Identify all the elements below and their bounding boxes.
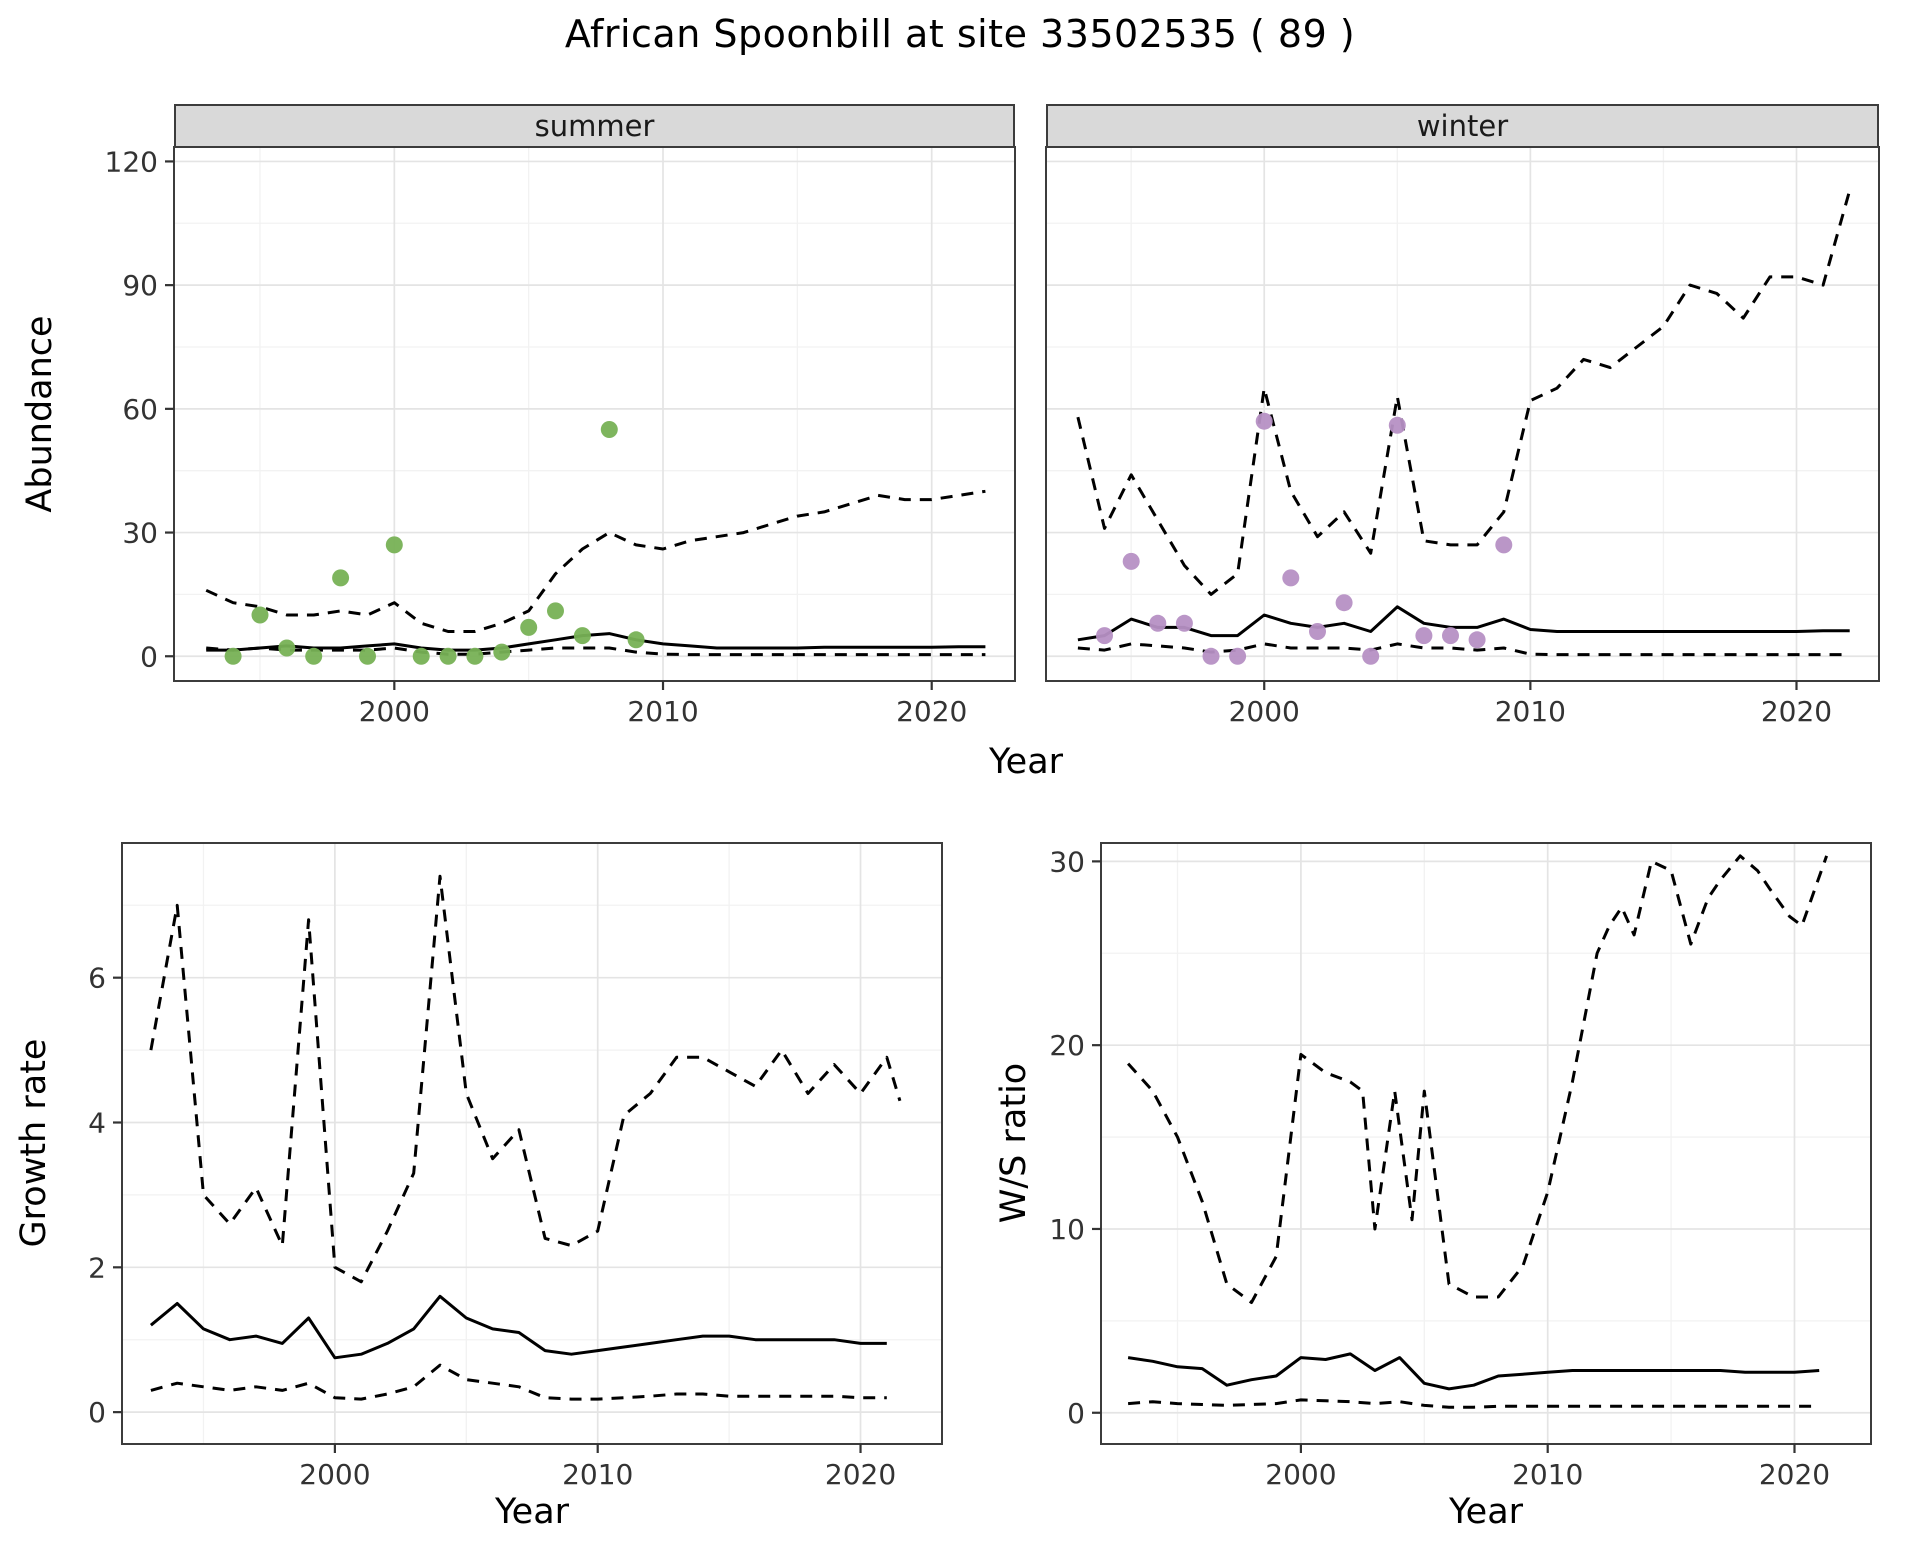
- svg-text:2000: 2000: [299, 1458, 370, 1491]
- svg-text:120: 120: [105, 145, 158, 178]
- svg-text:2010: 2010: [1495, 695, 1566, 728]
- svg-text:2: 2: [88, 1251, 106, 1284]
- svg-text:6: 6: [88, 962, 106, 995]
- svg-text:0: 0: [1067, 1397, 1085, 1430]
- facet-strip-winter: winter: [1046, 104, 1879, 148]
- svg-text:0: 0: [140, 640, 158, 673]
- svg-text:2010: 2010: [627, 695, 698, 728]
- svg-text:2020: 2020: [896, 695, 967, 728]
- svg-text:90: 90: [122, 269, 158, 302]
- svg-text:0: 0: [88, 1396, 106, 1429]
- facet-strip-summer-label: summer: [534, 109, 655, 143]
- svg-text:2020: 2020: [1761, 695, 1832, 728]
- svg-text:2010: 2010: [562, 1458, 633, 1491]
- svg-text:2000: 2000: [359, 695, 430, 728]
- bottom-right-year-axis-label: Year: [1448, 1492, 1524, 1532]
- growth-rate-axis-label: Growth rate: [14, 1038, 54, 1248]
- svg-text:2000: 2000: [1229, 695, 1300, 728]
- svg-text:10: 10: [1049, 1213, 1085, 1246]
- facet-strip-winter-label: winter: [1416, 109, 1509, 143]
- svg-text:2010: 2010: [1512, 1458, 1583, 1491]
- facet-strip-summer: summer: [174, 104, 1015, 148]
- svg-text:30: 30: [122, 517, 158, 550]
- abundance-axis-label: Abundance: [20, 315, 60, 513]
- svg-text:60: 60: [122, 393, 158, 426]
- svg-text:2020: 2020: [825, 1458, 896, 1491]
- svg-text:20: 20: [1049, 1029, 1085, 1062]
- svg-text:4: 4: [88, 1107, 106, 1140]
- svg-text:30: 30: [1049, 845, 1085, 878]
- ws-ratio-axis-label: W/S ratio: [994, 1062, 1034, 1224]
- svg-text:2000: 2000: [1265, 1458, 1336, 1491]
- svg-text:2020: 2020: [1759, 1458, 1830, 1491]
- bottom-left-year-axis-label: Year: [494, 1492, 570, 1532]
- top-year-axis-label: Year: [988, 742, 1064, 782]
- figure-title: African Spoonbill at site 33502535 ( 89 …: [564, 12, 1356, 56]
